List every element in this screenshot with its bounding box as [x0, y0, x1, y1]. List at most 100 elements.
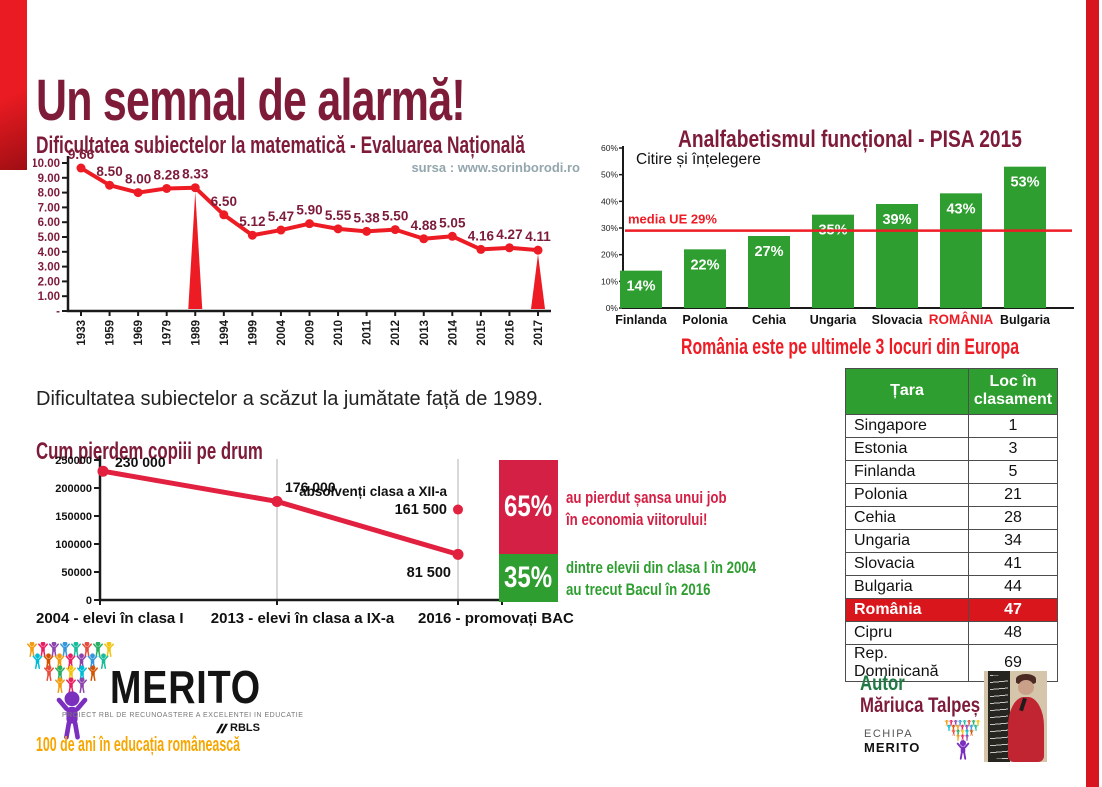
svg-text:14%: 14% [626, 279, 655, 295]
svg-text:2017: 2017 [533, 320, 545, 346]
svg-text:9.00: 9.00 [38, 173, 60, 185]
rank-cell: 48 [968, 620, 1058, 645]
country-cell: Cehia [845, 505, 969, 530]
table-row: Singapore 1 [845, 413, 1058, 438]
svg-text:150000: 150000 [55, 511, 92, 523]
author-figure [1008, 697, 1044, 762]
table-row: Finlanda 5 [845, 459, 1058, 484]
table-row: Cipru 48 [845, 620, 1058, 645]
country-cell: Singapore [845, 413, 969, 438]
dropout-chart-title: Cum pierdem copiii pe drum [36, 437, 263, 465]
pisa-chart-title: Analfabetismul funcțional - PISA 2015 [678, 125, 1022, 153]
source-credit: sursa : www.sorinborodi.ro [411, 160, 580, 175]
svg-text:1933: 1933 [76, 320, 88, 346]
country-cell: Slovacia [845, 551, 969, 576]
callout-65pct-block: 65% [499, 460, 558, 554]
team-label-line2: MERITO [864, 740, 921, 755]
svg-text:2004: 2004 [276, 319, 288, 345]
svg-text:4.27: 4.27 [496, 227, 522, 242]
team-label-line1: ECHIPA [864, 728, 914, 740]
svg-text:39%: 39% [882, 212, 911, 228]
svg-text:5.05: 5.05 [439, 215, 466, 230]
svg-text:8.33: 8.33 [182, 167, 209, 182]
svg-text:2013: 2013 [419, 320, 431, 346]
svg-text:5.50: 5.50 [382, 209, 408, 224]
country-cell: România [845, 597, 969, 622]
svg-text:Cehia: Cehia [752, 313, 787, 327]
svg-text:50%: 50% [601, 170, 618, 180]
header-rank: Loc în clasament [968, 368, 1058, 415]
rank-cell: 3 [968, 436, 1058, 461]
country-cell: Cipru [845, 620, 969, 645]
svg-text:40%: 40% [601, 196, 618, 206]
callout-35pct-text: dintre elevii din clasa I în 2004 au tre… [566, 558, 757, 599]
svg-text:1.00: 1.00 [38, 291, 60, 303]
svg-text:250000: 250000 [55, 455, 92, 467]
svg-text:2010: 2010 [333, 320, 345, 346]
svg-text:1959: 1959 [105, 320, 117, 346]
svg-text:ROMÂNIA: ROMÂNIA [929, 312, 994, 327]
svg-text:27%: 27% [754, 244, 783, 260]
table-row: Cehia 28 [845, 505, 1058, 530]
dropout-category-2004: 2004 - elevi în clasa I [36, 610, 184, 627]
rank-cell: 5 [968, 459, 1058, 484]
svg-text:Polonia: Polonia [682, 313, 728, 327]
svg-text:100000: 100000 [55, 539, 92, 551]
table-row: Bulgaria 44 [845, 574, 1058, 599]
author-label: Autor [860, 672, 905, 695]
svg-text:5.47: 5.47 [268, 209, 294, 224]
svg-text:20%: 20% [601, 250, 618, 260]
pisa-footer-text: România este pe ultimele 3 locuri din Eu… [681, 334, 1020, 359]
svg-text:media UE 29%: media UE 29% [628, 212, 717, 227]
svg-text:4.11: 4.11 [525, 229, 551, 244]
dropout-line-chart: 250000 200000 150000 100000 50000 0 230 000 176… [55, 450, 510, 612]
svg-text:5.90: 5.90 [296, 203, 322, 218]
svg-text:161 500: 161 500 [395, 502, 447, 518]
svg-text:5.55: 5.55 [325, 208, 352, 223]
svg-text:5.00: 5.00 [38, 232, 60, 244]
merito-tagline: PROIECT RBL DE RECUNOASTERE A EXCELENTEI… [62, 712, 304, 719]
svg-text:7.00: 7.00 [38, 202, 60, 214]
svg-text:50000: 50000 [61, 567, 92, 579]
eval-chart-title: Dificultatea subiectelor la matematică -… [36, 131, 525, 159]
svg-text:43%: 43% [946, 201, 975, 217]
svg-text:4.00: 4.00 [38, 247, 60, 259]
conclusion-text: Dificultatea subiectelor a scăzut la jum… [36, 388, 543, 410]
rbls-logo: RBLS [216, 722, 260, 734]
svg-text:3.00: 3.00 [38, 262, 60, 274]
rank-cell: 41 [968, 551, 1058, 576]
svg-text:8.28: 8.28 [154, 167, 181, 182]
svg-text:1999: 1999 [247, 320, 259, 346]
left-accent-bar [0, 0, 27, 170]
merito-logotype: MERITO [110, 661, 261, 713]
svg-text:Bulgaria: Bulgaria [1000, 313, 1051, 327]
svg-text:Ungaria: Ungaria [810, 313, 858, 327]
table-row: România 47 [845, 597, 1058, 622]
svg-text:2011: 2011 [362, 319, 374, 345]
dropout-category-2013: 2013 - elevi în clasa a IX-a [210, 610, 395, 627]
pisa-ranking-table: Țara Loc în clasament Singapore 1 Estonia 3… [845, 368, 1058, 682]
svg-text:6.50: 6.50 [211, 194, 237, 209]
rank-cell: 21 [968, 482, 1058, 507]
svg-text:2016: 2016 [504, 320, 516, 346]
eval-line-chart: 10.00 9.00 8.00 7.00 6.00 5.00 4.00 3.00 2.00 1.0… [31, 146, 578, 361]
svg-text:22%: 22% [690, 257, 719, 273]
svg-text:2012: 2012 [390, 320, 402, 346]
svg-text:1969: 1969 [133, 320, 145, 346]
table-row: Polonia 21 [845, 482, 1058, 507]
rank-cell: 44 [968, 574, 1058, 599]
svg-text:8.50: 8.50 [96, 164, 122, 179]
pisa-bar-chart: 60% 50% 40% 30% 20% 10% 0% Citire și înțelegere… [598, 138, 1078, 338]
svg-text:4.16: 4.16 [468, 228, 495, 243]
chalk-writing [990, 675, 1008, 759]
svg-text:1989: 1989 [190, 320, 202, 346]
svg-text:Slovacia: Slovacia [872, 313, 924, 327]
svg-text:0%: 0% [606, 303, 619, 313]
table-row: Estonia 3 [845, 436, 1058, 461]
svg-text:60%: 60% [601, 143, 618, 153]
svg-text:81 500: 81 500 [407, 565, 451, 581]
svg-text:2009: 2009 [305, 320, 317, 346]
callout-65pct-text: au pierdut șansa unui job în economia vi… [566, 488, 727, 529]
header-country: Țara [845, 368, 969, 415]
svg-text:2015: 2015 [476, 319, 488, 345]
